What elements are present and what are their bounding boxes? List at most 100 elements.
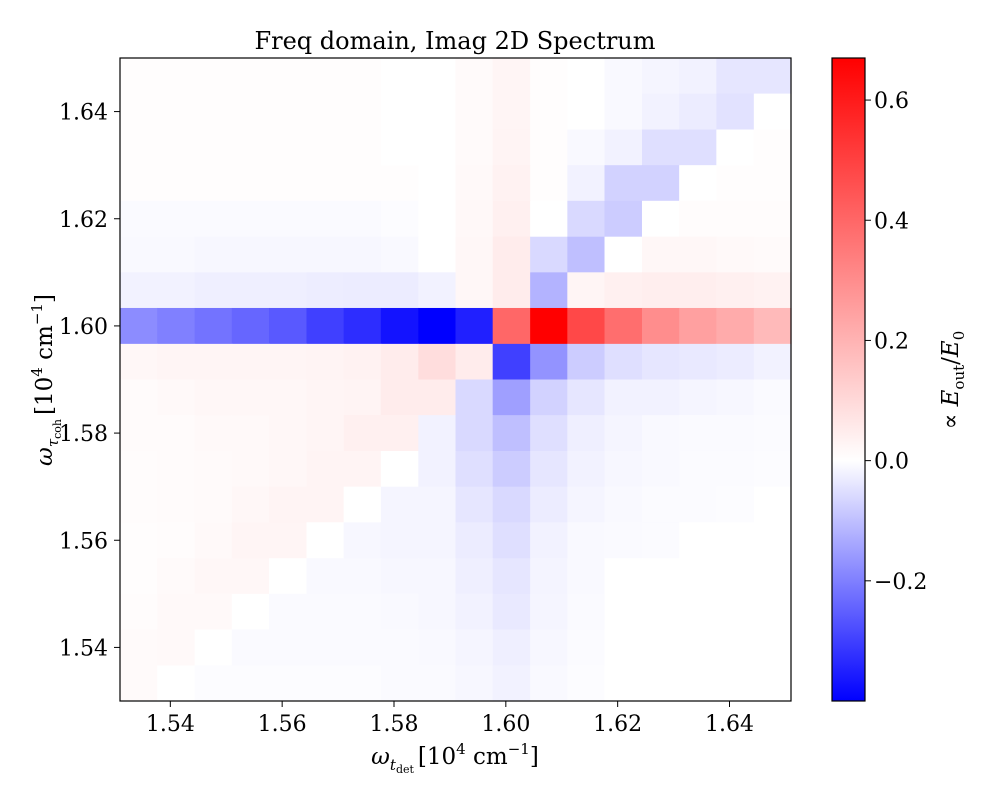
heatmap-cell bbox=[641, 558, 680, 595]
heatmap-cell bbox=[194, 629, 233, 666]
heatmap-cell bbox=[604, 451, 643, 488]
heatmap-cell bbox=[604, 165, 643, 202]
heatmap-cell bbox=[679, 93, 717, 131]
heatmap-cell bbox=[418, 165, 457, 202]
heatmap-cell bbox=[231, 343, 270, 381]
heatmap-cell bbox=[455, 93, 494, 131]
heatmap-cell bbox=[157, 451, 196, 488]
heatmap-cell bbox=[567, 486, 606, 523]
heatmap-cell bbox=[716, 558, 755, 595]
heatmap-cell bbox=[604, 236, 643, 273]
heatmap-cell bbox=[231, 486, 270, 523]
heatmap-cell bbox=[269, 415, 308, 452]
heatmap-cell bbox=[530, 165, 568, 202]
heatmap-cell bbox=[567, 558, 606, 595]
heatmap-cell bbox=[269, 272, 308, 309]
heatmap-cell bbox=[753, 451, 792, 488]
heatmap-cell bbox=[455, 379, 494, 416]
heatmap-cells bbox=[120, 58, 792, 702]
heatmap-cell bbox=[380, 558, 419, 595]
heatmap-cell bbox=[492, 593, 531, 631]
heatmap-cell bbox=[567, 93, 606, 131]
heatmap-cell bbox=[306, 307, 345, 345]
heatmap-cell bbox=[716, 593, 755, 631]
heatmap-cell bbox=[120, 593, 158, 631]
heatmap-cell bbox=[343, 558, 382, 595]
heatmap-cell bbox=[120, 272, 158, 309]
heatmap-cell bbox=[530, 593, 568, 631]
heatmap-cell bbox=[679, 593, 717, 631]
heatmap-cell bbox=[567, 58, 606, 95]
heatmap-cell bbox=[455, 58, 494, 95]
heatmap-cell bbox=[120, 307, 158, 345]
heatmap-cell bbox=[679, 129, 717, 166]
heatmap-cell bbox=[120, 486, 158, 523]
colorbar-tick-label: −0.2 bbox=[874, 570, 927, 595]
heatmap-cell bbox=[231, 593, 270, 631]
heatmap-cell bbox=[716, 307, 755, 345]
heatmap-cell bbox=[641, 665, 680, 702]
heatmap-cell bbox=[231, 558, 270, 595]
heatmap-cell bbox=[231, 379, 270, 416]
heatmap-cell bbox=[418, 665, 457, 702]
heatmap-cell bbox=[157, 629, 196, 666]
heatmap-cell bbox=[157, 272, 196, 309]
heatmap-cell bbox=[120, 629, 158, 666]
heatmap-cell bbox=[492, 415, 531, 452]
heatmap-cell bbox=[679, 307, 717, 345]
heatmap-cell bbox=[641, 629, 680, 666]
heatmap-cell bbox=[418, 200, 457, 238]
heatmap-cell bbox=[194, 593, 233, 631]
heatmap-cell bbox=[753, 558, 792, 595]
heatmap-cell bbox=[343, 165, 382, 202]
heatmap-cell bbox=[716, 379, 755, 416]
heatmap-cell bbox=[157, 165, 196, 202]
heatmap-cell bbox=[492, 558, 531, 595]
heatmap-cell bbox=[604, 200, 643, 238]
heatmap-cell bbox=[716, 629, 755, 666]
heatmap-cell bbox=[194, 307, 233, 345]
heatmap-cell bbox=[194, 165, 233, 202]
heatmap-cell bbox=[753, 343, 792, 381]
heatmap-cell bbox=[231, 522, 270, 559]
heatmap-cell bbox=[530, 629, 568, 666]
heatmap-cell bbox=[380, 451, 419, 488]
heatmap-cell bbox=[679, 236, 717, 273]
heatmap-cell bbox=[157, 307, 196, 345]
heatmap-cell bbox=[604, 558, 643, 595]
colorbar-tick-label: 0.0 bbox=[874, 450, 909, 475]
colorbar-tick-label: 0.6 bbox=[874, 89, 909, 114]
heatmap-cell bbox=[120, 415, 158, 452]
heatmap-cell bbox=[157, 58, 196, 95]
heatmap-cell bbox=[343, 236, 382, 273]
heatmap-cell bbox=[753, 522, 792, 559]
heatmap-cell bbox=[716, 129, 755, 166]
heatmap-cell bbox=[716, 343, 755, 381]
heatmap-cell bbox=[604, 58, 643, 95]
heatmap-cell bbox=[530, 451, 568, 488]
heatmap-cell bbox=[269, 629, 308, 666]
heatmap-cell bbox=[418, 379, 457, 416]
heatmap-cell bbox=[343, 451, 382, 488]
heatmap-cell bbox=[716, 165, 755, 202]
heatmap-cell bbox=[492, 236, 531, 273]
heatmap-cell bbox=[269, 165, 308, 202]
heatmap-cell bbox=[641, 129, 680, 166]
heatmap-cell bbox=[492, 200, 531, 238]
heatmap-cell bbox=[120, 665, 158, 702]
heatmap-cell bbox=[492, 451, 531, 488]
heatmap-cell bbox=[194, 522, 233, 559]
heatmap-cell bbox=[530, 558, 568, 595]
heatmap-cell bbox=[530, 486, 568, 523]
heatmap-cell bbox=[418, 451, 457, 488]
colorbar-ticks: 0.6 0.4 0.2 0.0 −0.2 bbox=[865, 89, 927, 595]
heatmap-cell bbox=[418, 593, 457, 631]
heatmap-cell bbox=[530, 58, 568, 95]
y-tick-label: 1.64 bbox=[59, 101, 108, 126]
heatmap-cell bbox=[679, 379, 717, 416]
heatmap-cell bbox=[306, 272, 345, 309]
heatmap-cell bbox=[455, 593, 494, 631]
heatmap-cell bbox=[679, 415, 717, 452]
heatmap-cell bbox=[604, 593, 643, 631]
heatmap-cell bbox=[380, 486, 419, 523]
